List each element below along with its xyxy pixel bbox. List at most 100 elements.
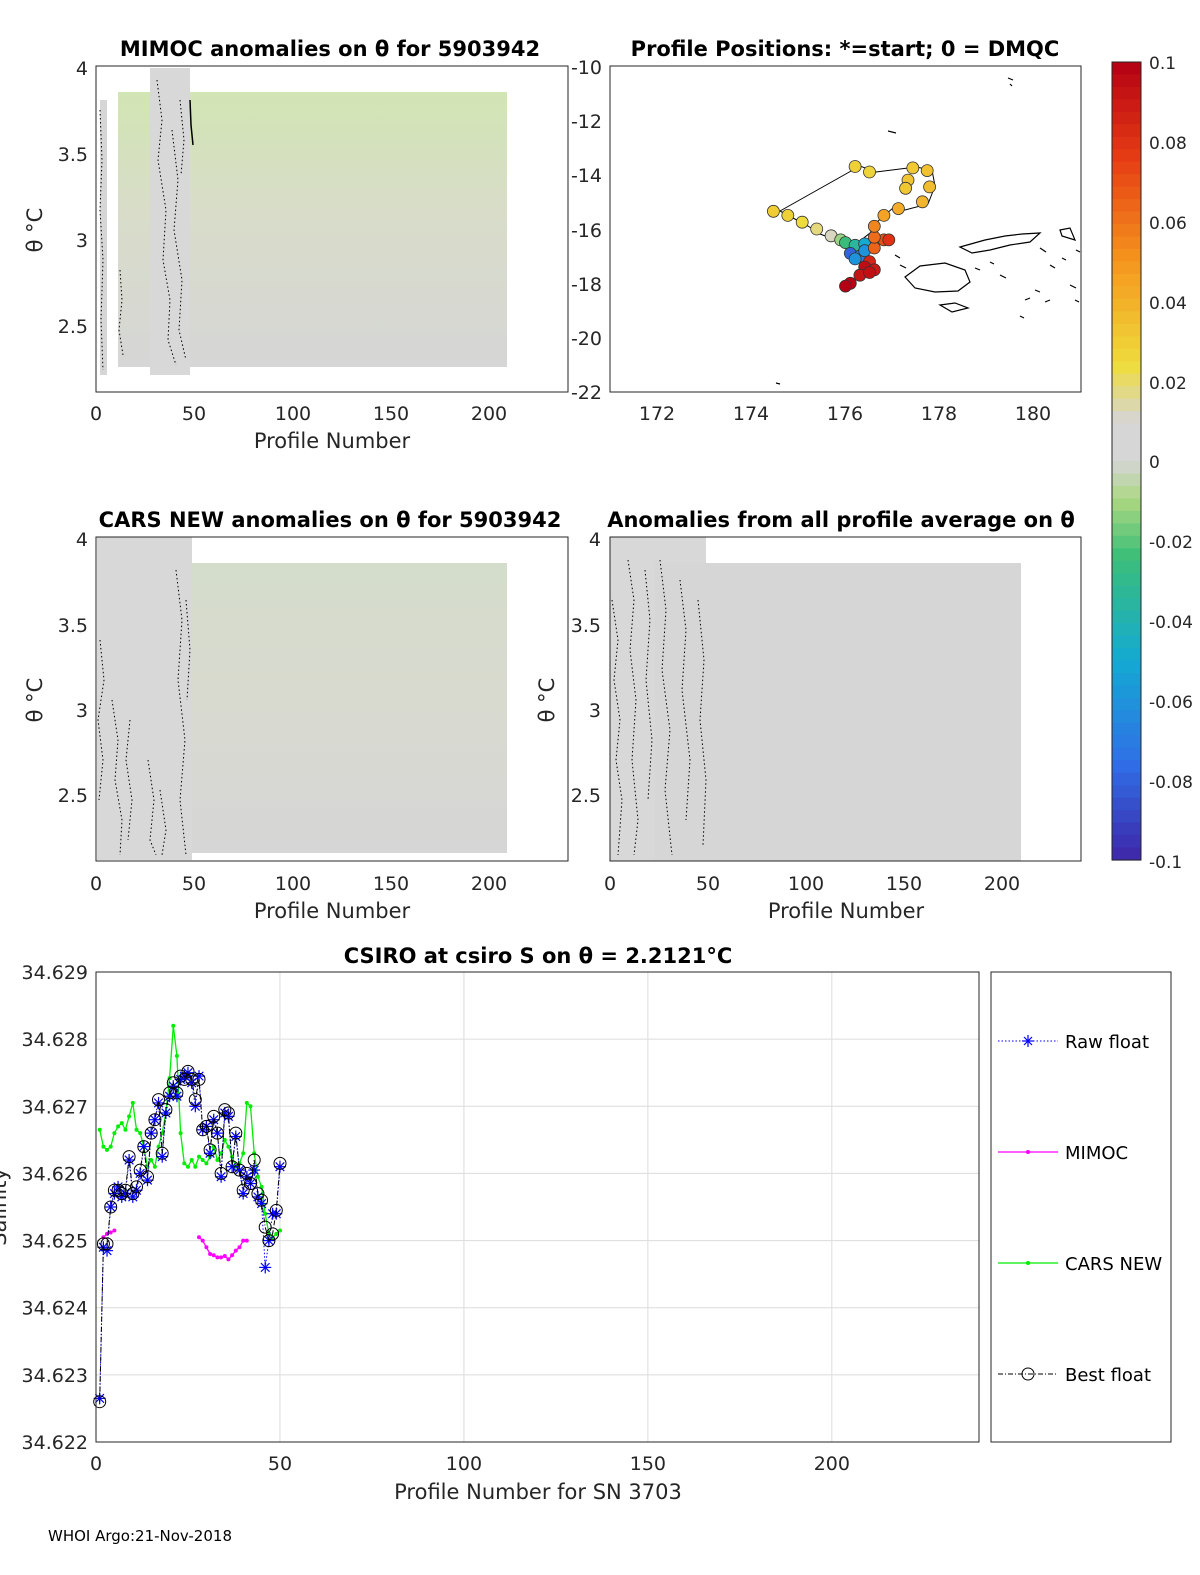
- series-best-float-point: [210, 1126, 224, 1140]
- cars-ylabel: θ °C: [23, 678, 47, 723]
- salinity-ytick: 34.624: [22, 1298, 88, 1320]
- profile-position-marker: [916, 195, 929, 209]
- series-mimoc-point: [241, 1238, 246, 1243]
- legend-circle-icon: [1021, 1367, 1035, 1381]
- colorbar-cell: [1112, 323, 1141, 337]
- series-cars-new-line: [99, 1025, 281, 1239]
- salinity-xtick: 200: [814, 1453, 850, 1475]
- colorbar-cell: [1112, 535, 1141, 549]
- cars-ytick: 3: [76, 700, 88, 722]
- mimoc-axes-box: [95, 65, 569, 393]
- series-best-float-point: [148, 1113, 162, 1127]
- mimoc-ylabel: θ °C: [23, 208, 47, 253]
- mimoc-xtick: 50: [182, 403, 206, 425]
- colorbar-cell: [1112, 86, 1141, 101]
- colorbar-cell: [1112, 635, 1141, 649]
- series-mimoc-point: [237, 1245, 242, 1250]
- colorbar-cell: [1112, 423, 1141, 437]
- panel-cars: CARS NEW anomalies on θ for 5903942 0 50…: [23, 508, 569, 923]
- average-xtick: 150: [886, 873, 922, 895]
- series-best-float-point: [93, 1395, 107, 1409]
- series-raw-float-point: [181, 1066, 194, 1079]
- salinity-ytick: 34.622: [22, 1432, 88, 1454]
- colorbar-cell: [1112, 111, 1141, 125]
- profile-position-marker: [899, 181, 912, 195]
- positions-xtick: 176: [827, 403, 863, 425]
- profile-position-marker: [810, 222, 824, 236]
- average-axes-box: [609, 536, 1082, 862]
- salinity-xtick: 0: [90, 1453, 102, 1475]
- series-cars-new-point: [186, 1164, 190, 1169]
- salinity-ticks: 0 50 100 150 200 34.629 34.628 34.627 34.626 34.6…: [22, 962, 850, 1475]
- colorbar-cell: [1112, 161, 1141, 175]
- colorbar-cell: [1112, 610, 1141, 624]
- colorbar-cell: [1112, 847, 1141, 861]
- mimoc-xticks: 0 50 100 150 200: [90, 403, 507, 425]
- series-raw-float-point: [189, 1100, 202, 1113]
- average-xticks: 0 50 100 150 200: [604, 873, 1020, 895]
- colorbar-cell: [1112, 648, 1141, 662]
- salinity-ytick: 34.629: [22, 962, 88, 984]
- mimoc-xlabel: Profile Number: [254, 429, 411, 453]
- colorbar-cell: [1112, 361, 1141, 375]
- profile-position-marker: [839, 279, 852, 293]
- series-best-float-point: [214, 1166, 228, 1180]
- series-cars-new-point: [127, 1114, 132, 1119]
- colorbar-tick: -0.04: [1149, 613, 1193, 633]
- colorbar-cell: [1112, 785, 1141, 799]
- series-best-float-point: [221, 1106, 235, 1120]
- mimoc-ytick: 2.5: [58, 316, 88, 338]
- series-best-float-point: [107, 1183, 121, 1197]
- legend-box: [990, 971, 1172, 1443]
- colorbar-cell: [1112, 236, 1141, 250]
- series-cars-new-point: [274, 1231, 279, 1236]
- colorbar-tick: 0.04: [1149, 294, 1187, 314]
- cars-ytick: 3.5: [58, 615, 88, 637]
- colorbar-cell: [1112, 685, 1141, 699]
- colorbar-cell: [1112, 797, 1141, 811]
- series-best-float-point: [115, 1187, 129, 1201]
- series-cars-new-point: [97, 1127, 102, 1132]
- salinity-xlabel: Profile Number for SN 3703: [394, 1480, 682, 1504]
- profile-position-marker: [867, 230, 881, 244]
- cars-axes-box: [95, 536, 569, 862]
- series-cars-new-point: [278, 1228, 282, 1233]
- average-xtick: 200: [984, 873, 1020, 895]
- profile-position-marker: [882, 233, 896, 247]
- colorbar-cell: [1112, 710, 1141, 724]
- mimoc-ytick: 3.5: [58, 144, 88, 166]
- colorbar-cell: [1112, 498, 1141, 512]
- positions-xticks: 172 174 176 178 180: [639, 403, 1051, 425]
- legend-label-mimoc: MIMOC: [1065, 1143, 1128, 1164]
- series-best-float-point: [141, 1170, 154, 1184]
- colorbar-tick: -0.1: [1149, 853, 1182, 873]
- colorbar-cell: [1112, 224, 1141, 238]
- series-cars-new-point: [130, 1100, 135, 1105]
- salinity-legend: Raw float MIMOC CARS NEW Best float: [990, 971, 1172, 1443]
- average-xlabel: Profile Number: [768, 899, 925, 923]
- cars-xlabel: Profile Number: [254, 899, 411, 923]
- series-best-float-point: [203, 1143, 217, 1157]
- positions-yticks: -10 -12 -14 -16 -18 -20 -22: [571, 57, 602, 404]
- series-best-float-point: [192, 1072, 206, 1086]
- series-cars-new-point: [105, 1147, 109, 1152]
- salinity-ytick: 34.625: [22, 1231, 88, 1253]
- profile-position-marker: [848, 160, 862, 173]
- series-cars-new-point: [226, 1144, 231, 1149]
- mimoc-xtick: 150: [373, 403, 409, 425]
- salinity-xtick: 50: [268, 1453, 292, 1475]
- series-mimoc-point: [230, 1253, 235, 1258]
- series-best-float-point: [218, 1103, 232, 1117]
- series-cars-new-point: [248, 1104, 253, 1109]
- average-contours: [611, 559, 707, 856]
- legend-entry-best: Best float: [998, 1365, 1151, 1386]
- series-best-float-point: [262, 1234, 276, 1248]
- series-best-float-point: [104, 1200, 118, 1214]
- series-best-float-point: [111, 1183, 125, 1197]
- cars-contours: [97, 569, 191, 856]
- positions-xtick: 172: [639, 403, 675, 425]
- footer-stamp: WHOI Argo:21-Nov-2018: [48, 1527, 232, 1545]
- salinity-title: CSIRO at csiro S on θ = 2.2121°C: [344, 944, 733, 968]
- profile-position-marker: [781, 208, 795, 222]
- series-cars-new-point: [193, 1164, 198, 1169]
